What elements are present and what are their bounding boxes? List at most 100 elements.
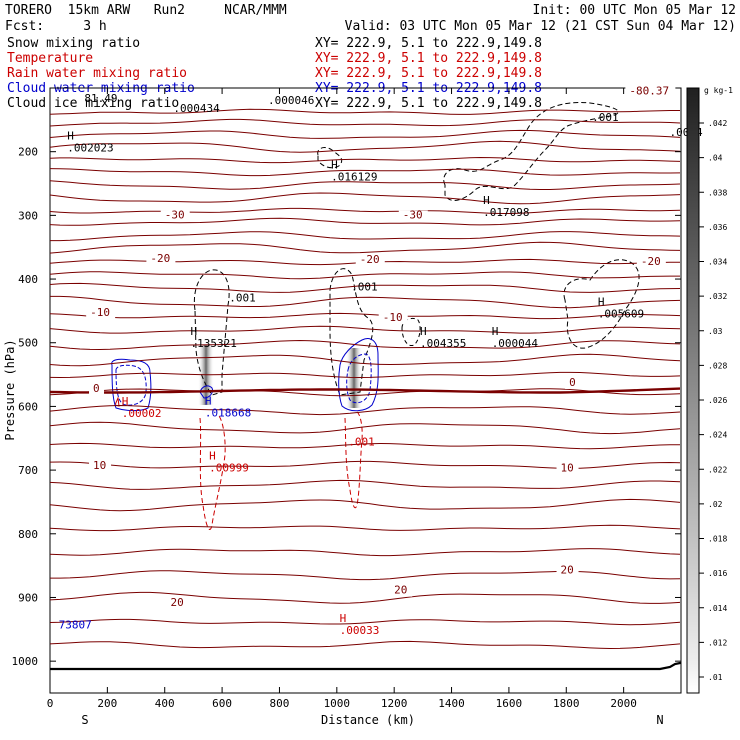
temperature-contour-line [49, 640, 681, 650]
y-tick-label: 300 [18, 209, 38, 222]
ice-contour-1 [193, 269, 230, 396]
temperature-contour-line [49, 591, 681, 604]
extremum-marker: H [331, 158, 338, 171]
snow-shading-2 [346, 348, 362, 408]
mixing-ratio-contour-label: .000434 [173, 102, 220, 115]
ice-contour-5 [563, 259, 640, 349]
cloud-water-contour-2 [115, 364, 147, 406]
end-label-south: S [81, 713, 88, 727]
temperature-contour-line [49, 479, 681, 490]
y-tick-label: 900 [18, 591, 38, 604]
mixing-ratio-contour-label: .001 [592, 111, 619, 124]
legend-label: Temperature [7, 51, 93, 66]
cloud-water-contour-3 [338, 338, 379, 412]
plot-area: -80.37 -30 -30 -20 -20 -20 -10 -10 0 0 10 10 20 20 20.… [49, 84, 703, 671]
temperature-contour-line [49, 118, 681, 127]
extremum-value: .00002 [122, 407, 162, 420]
temperature-contour-line [49, 129, 681, 139]
extremum-marker: H [492, 325, 499, 338]
contour-label-background [89, 460, 112, 472]
y-axis-label: Pressure (hPa) [3, 339, 17, 440]
extremum-value: .135321 [191, 337, 237, 350]
colorbar-tick-label: .028 [708, 361, 727, 370]
colorbar-tick-label: .012 [708, 638, 727, 647]
colorbar-tick-label: .02 [708, 500, 723, 509]
contour-label-background [86, 307, 116, 319]
rain-contour-2 [344, 411, 363, 509]
mixing-ratio-contour-label: 73807 [59, 619, 92, 632]
extremum-value: .00999 [209, 461, 249, 474]
temperature-contour-label: 10 [561, 461, 574, 474]
extremum-value: .016129 [331, 170, 377, 183]
extremum-value: .000044 [492, 337, 539, 350]
axes: 0 200 400 600 800 1000 1200 1400 1600 1800 2000100… [12, 88, 681, 710]
y-tick-label: 1000 [12, 655, 39, 668]
temperature-contour-line [49, 421, 681, 435]
temperature-contour-line [49, 168, 681, 177]
extremum-marker: H [483, 194, 490, 207]
colorbar-tick-label: .032 [708, 292, 727, 301]
ice-contour-4 [317, 147, 343, 169]
extremum-marker: H [340, 612, 347, 625]
temperature-contour-line [49, 282, 681, 293]
colorbar-tick-label: .016 [708, 569, 727, 578]
temperature-contour-label: -80.37 [629, 84, 669, 97]
extremum-marker: H [205, 395, 212, 408]
contour-label-background [556, 463, 579, 475]
temperature-contour-line [49, 271, 680, 280]
contour-label-background [355, 255, 385, 267]
temperature-contour-label: -20 [360, 253, 380, 266]
y-tick-label: 700 [18, 464, 38, 477]
legend-range: XY= 222.9, 5.1 to 222.9,149.8 [315, 96, 542, 111]
rain-contour-1 [199, 414, 226, 530]
y-tick-label: 500 [18, 337, 38, 350]
temperature-contour-line [49, 192, 681, 205]
contour-label-background [166, 597, 189, 609]
temperature-contour-line [49, 353, 681, 367]
x-tick-label: 0 [47, 697, 54, 710]
extremum-value: .00033 [340, 624, 380, 637]
extremum-value: .002023 [67, 142, 113, 155]
extremum-value: .004355 [420, 337, 466, 350]
temperature-contour-line [49, 140, 681, 153]
temperature-contour-label: -10 [90, 306, 110, 319]
y-tick-label: 400 [18, 273, 38, 286]
x-tick-label: 800 [270, 697, 290, 710]
colorbar-tick-label: .04 [708, 154, 723, 163]
x-tick-label: 600 [212, 697, 232, 710]
extremum-marker: H [122, 395, 129, 408]
temperature-contour-line [49, 460, 681, 469]
temperature-contour-label: -20 [150, 252, 170, 265]
header: TORERO 15km ARW Run2 NCAR/MMM Init: 00 U… [5, 3, 736, 34]
mixing-ratio-contour-label: .000046 [268, 94, 314, 107]
contour-label-background [556, 565, 579, 577]
x-tick-label: 1800 [553, 697, 580, 710]
colorbar-tick-label: .036 [708, 223, 727, 232]
temperature-contour-line [49, 325, 681, 334]
colorbar-tick-label: .026 [708, 396, 727, 405]
temperature-contour-line [49, 618, 681, 626]
temperature-contours [49, 108, 681, 650]
contour-label-background [625, 86, 676, 98]
extremum-value: .005609 [598, 307, 644, 320]
x-axis-label: Distance (km) [321, 713, 415, 727]
temperature-contour-line [49, 498, 681, 512]
header-line2-right: Valid: 03 UTC Mon 05 Mar 12 (21 CST Sun … [345, 19, 736, 34]
extremum-marker: H [191, 325, 198, 338]
end-label-north: N [656, 713, 663, 727]
temperature-contour-label: 20 [170, 596, 183, 609]
temperature-contour-label: 20 [561, 563, 574, 576]
extremum-marker: H [209, 449, 216, 462]
temperature-contour-line [49, 180, 681, 190]
temperature-contour-label: -30 [165, 209, 185, 222]
temperature-contour-line [49, 207, 681, 214]
x-tick-label: 1600 [496, 697, 523, 710]
temperature-contour-line [49, 339, 681, 351]
temperature-contour-line [50, 295, 681, 309]
rain-contour-3 [114, 396, 120, 407]
temperature-contour-label: 20 [394, 584, 407, 597]
temperature-contour-line [49, 312, 681, 320]
extremum-marker: H [598, 295, 605, 308]
x-tick-label: 1200 [381, 697, 408, 710]
temperature-contour-line [50, 231, 681, 242]
